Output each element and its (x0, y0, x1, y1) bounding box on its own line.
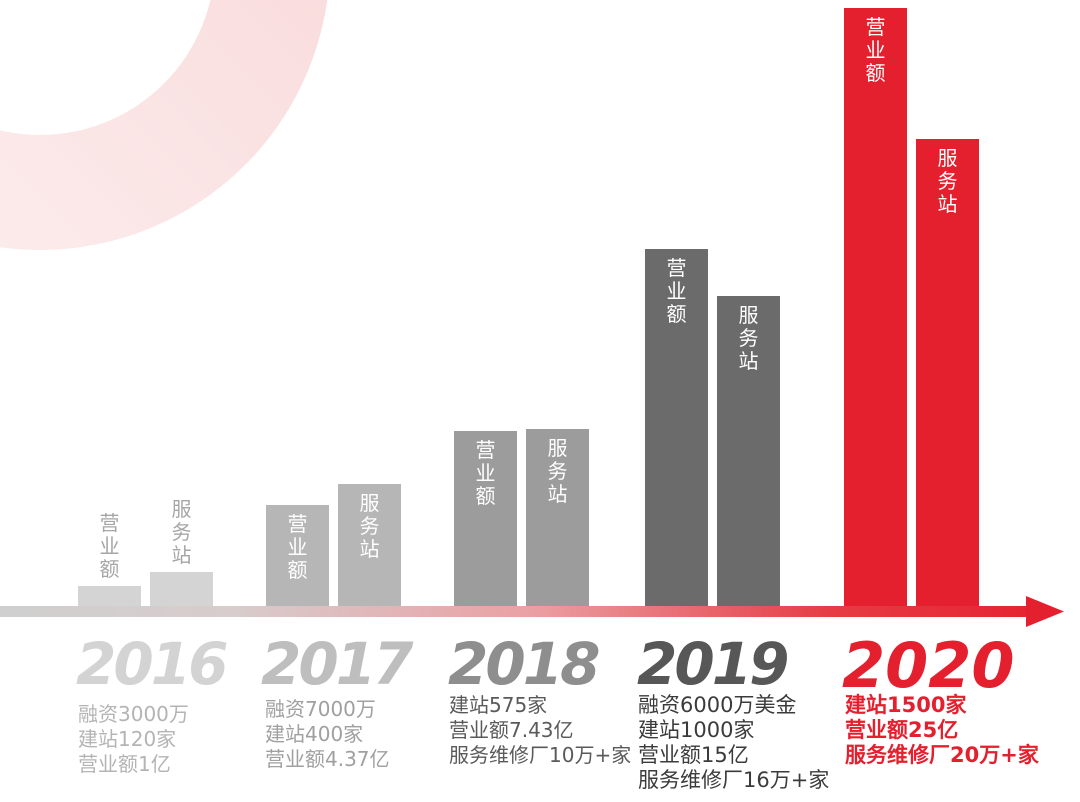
detail-line: 融资6000万美金 (638, 693, 797, 717)
detail-line: 建站120家 (78, 727, 177, 751)
detail-line: 营业额1亿 (78, 752, 171, 776)
revenue-bar-2019: 营业额 (645, 248, 708, 610)
revenue-bar-label: 营业额 (475, 438, 496, 509)
detail-line: 融资7000万 (265, 697, 376, 721)
detail-line: 营业额15亿 (638, 743, 749, 767)
detail-line: 营业额4.37亿 (265, 747, 390, 771)
year-details-2018: 建站575家 营业额7.43亿 服务维修厂10万+家 (449, 693, 631, 768)
revenue-bar-label: 营业额 (287, 511, 308, 582)
service-station-bar-2020: 服务站 (916, 139, 979, 610)
revenue-bar-label: 营业额 (865, 15, 886, 85)
detail-line: 营业额7.43亿 (449, 718, 574, 742)
year-label-2018: 2018 (448, 630, 600, 698)
ring-shape (0, 0, 328, 250)
year-label-2017: 2017 (261, 630, 413, 698)
year-details-2017: 融资7000万 建站400家 营业额4.37亿 (265, 697, 390, 772)
detail-line: 服务维修厂10万+家 (449, 743, 632, 767)
detail-line: 建站400家 (265, 722, 364, 746)
detail-line: 融资3000万 (78, 702, 189, 726)
revenue-bar-label: 营业额 (99, 510, 120, 581)
detail-line: 建站1500家 (845, 693, 967, 717)
detail-line: 建站575家 (449, 693, 548, 717)
revenue-bar-2016: 营业额 (78, 511, 141, 610)
revenue-bar-label: 营业额 (666, 255, 687, 326)
year-label-2020: 2020 (842, 629, 1015, 702)
service-station-bar-2017: 服务站 (338, 484, 401, 610)
detail-line: 营业额25亿 (845, 718, 959, 742)
detail-line: 建站1000家 (638, 718, 755, 742)
axis-line (0, 606, 1032, 617)
service-station-bar-2018: 服务站 (526, 429, 589, 610)
year-details-2016: 融资3000万 建站120家 营业额1亿 (78, 702, 189, 777)
year-label-2016: 2016 (76, 630, 228, 698)
service-station-bar-label: 服务站 (171, 497, 192, 568)
service-station-bar-label: 服务站 (738, 303, 759, 373)
service-station-bar-label: 服务站 (547, 436, 568, 507)
year-details-2020: 建站1500家 营业额25亿 服务维修厂20万+家 (845, 693, 1039, 768)
detail-line: 服务维修厂20万+家 (845, 743, 1039, 767)
axis-arrowhead (1026, 596, 1064, 627)
service-station-bar-label: 服务站 (937, 146, 958, 216)
service-station-bar-2016: 服务站 (150, 498, 213, 610)
service-station-bar-label: 服务站 (359, 491, 380, 562)
year-details-2019: 融资6000万美金 建站1000家 营业额15亿 服务维修厂16万+家 (638, 693, 829, 793)
revenue-bar-2017: 营业额 (266, 504, 329, 610)
detail-line: 服务维修厂16万+家 (638, 768, 830, 792)
revenue-bar-2020: 营业额 (844, 8, 907, 610)
year-label-2019: 2019 (637, 630, 789, 698)
service-station-bar-2019: 服务站 (717, 296, 780, 610)
revenue-bar-2018: 营业额 (454, 431, 517, 610)
